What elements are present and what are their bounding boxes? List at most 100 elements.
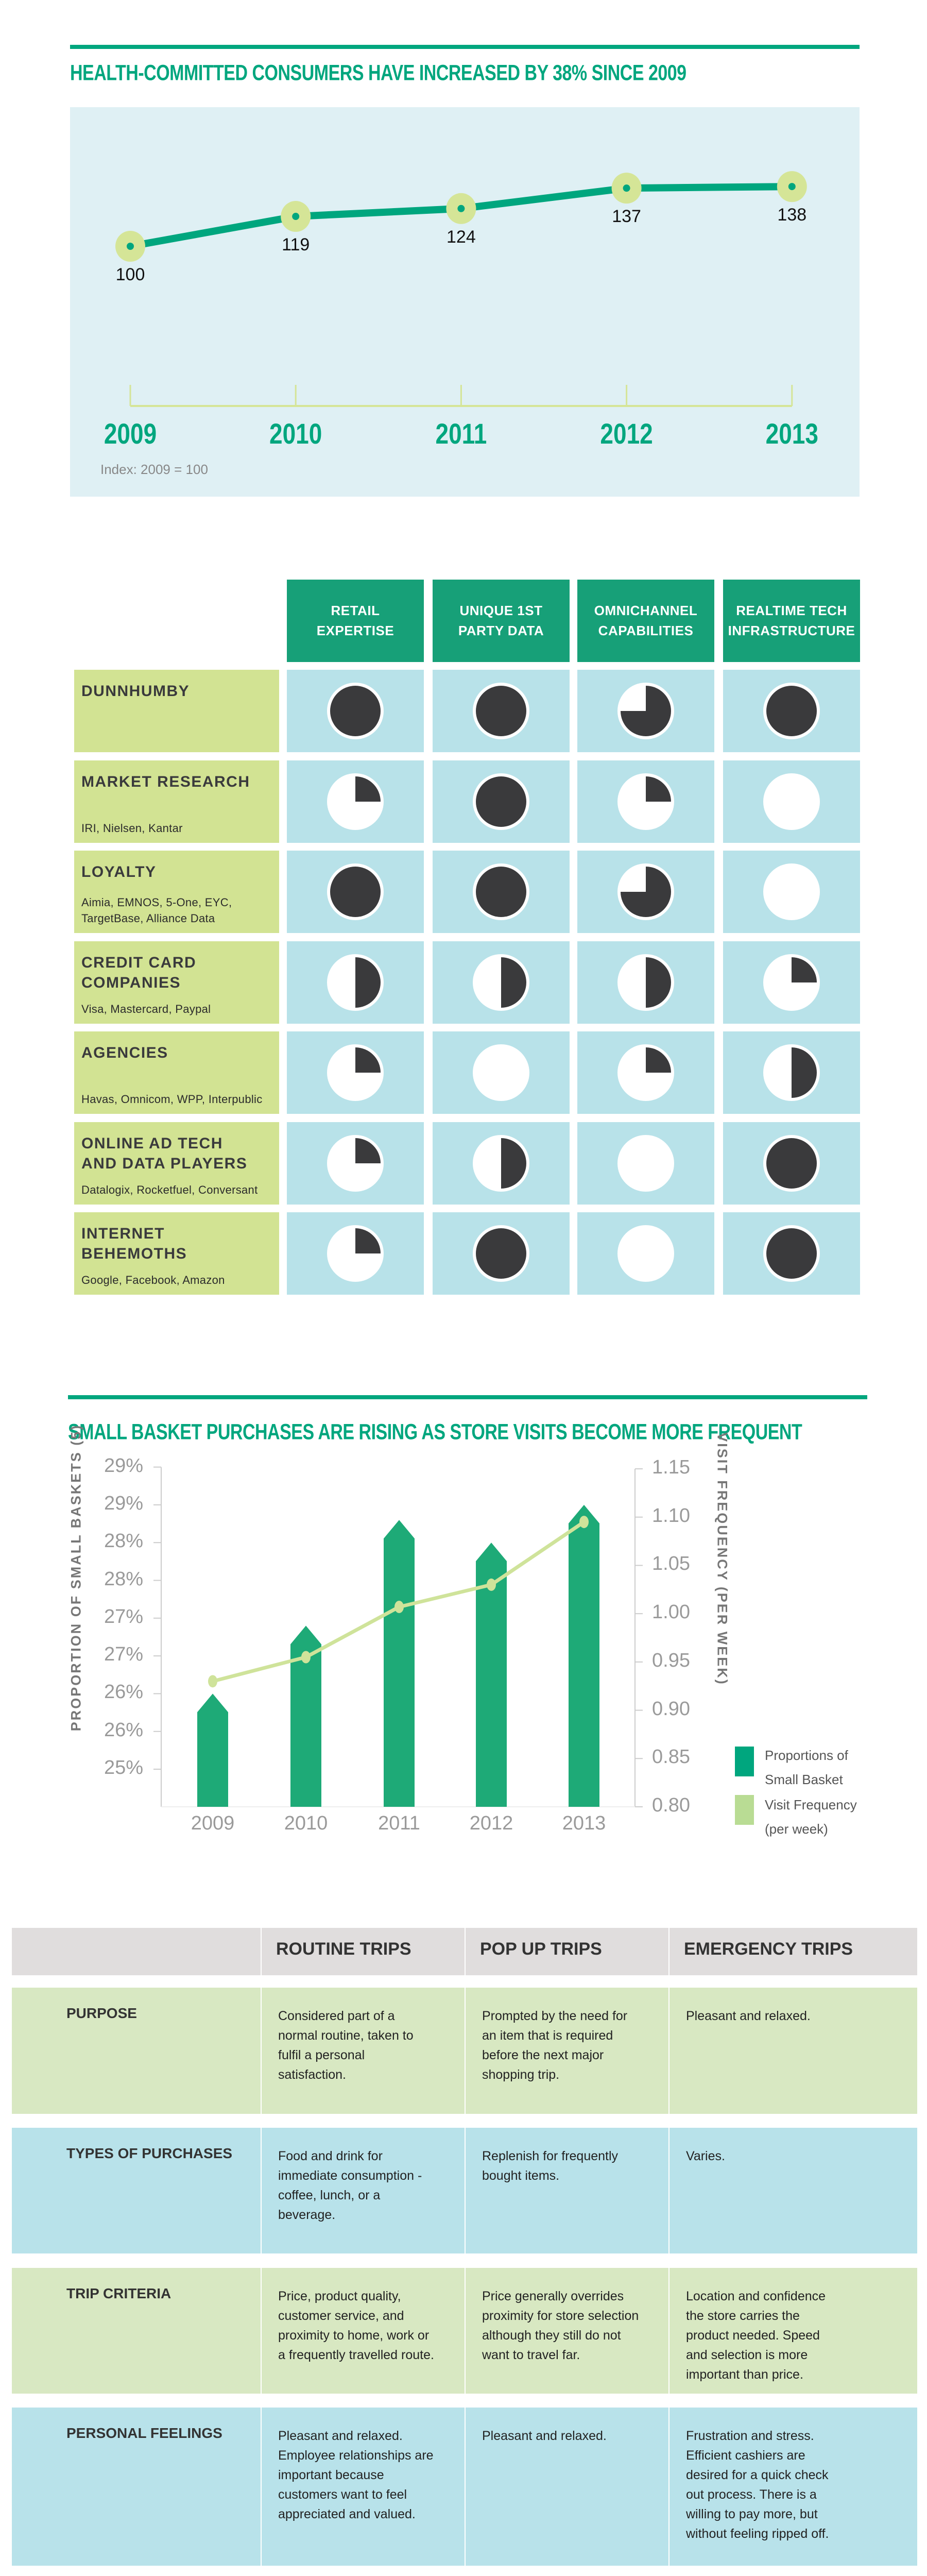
bar xyxy=(384,1520,415,1807)
score-cell xyxy=(433,670,570,752)
score-cell xyxy=(577,851,714,933)
harvey-ball-icon xyxy=(617,773,674,830)
cell-text: Pleasant and relaxed. xyxy=(482,2429,607,2443)
right-tick-label: 0.85 xyxy=(652,1746,690,1768)
cell-text: Location and confidence the store carrie… xyxy=(686,2289,826,2382)
score-cell xyxy=(723,1212,860,1295)
chart2-left-axis-title: PROPORTION OF SMALL BASKETS (5) xyxy=(68,1423,84,1732)
data-point-dot xyxy=(623,184,630,192)
harvey-ball-icon xyxy=(327,1225,384,1282)
table-cell: Varies. xyxy=(668,2128,917,2253)
chart1-panel xyxy=(70,107,860,497)
bar xyxy=(569,1504,599,1807)
score-cell xyxy=(723,941,860,1024)
line-point xyxy=(301,1651,311,1664)
table-header-blank xyxy=(12,1928,261,1975)
row-label: PERSONAL FEELINGS xyxy=(12,2408,261,2566)
score-cell xyxy=(577,1122,714,1205)
row-label-cell: LOYALTY Aimia, EMNOS, 5-One, EYC, TargetB… xyxy=(74,851,279,933)
score-cell xyxy=(433,851,570,933)
harvey-ball-icon xyxy=(327,1044,384,1101)
score-cell xyxy=(287,670,424,752)
harvey-ball-fill xyxy=(766,1228,817,1279)
row-label: TYPES OF PURCHASES xyxy=(12,2128,261,2253)
harvey-ball-fill xyxy=(355,1047,381,1073)
harvey-ball-icon xyxy=(473,773,529,830)
row-label: PURPOSE xyxy=(12,1988,261,2114)
score-cell xyxy=(577,1212,714,1295)
legend-swatch-bars xyxy=(735,1747,754,1776)
data-point-dot xyxy=(127,243,134,250)
harvey-ball-fill xyxy=(766,1138,817,1189)
harvey-ball-icon xyxy=(763,1134,820,1192)
chart1-plot xyxy=(115,171,807,407)
row-name: CREDIT CARD COMPANIES xyxy=(81,954,197,991)
column-header: ROUTINE TRIPS xyxy=(261,1928,465,1975)
table-cell: Pleasant and relaxed. xyxy=(465,2408,668,2566)
harvey-ball-icon xyxy=(763,773,820,830)
harvey-ball-fill xyxy=(646,1047,671,1073)
harvey-ball-icon xyxy=(473,863,529,920)
cell-text: Varies. xyxy=(686,2149,725,2163)
harvey-ball-fill xyxy=(621,686,671,736)
right-tick-label: 0.80 xyxy=(652,1794,690,1816)
x-tick-label: 2011 xyxy=(435,417,487,450)
line-point xyxy=(208,1675,217,1688)
line-point xyxy=(579,1516,589,1529)
row-label-cell: DUNNHUMBY xyxy=(74,670,279,752)
cell-text: Frustration and stress. Efficient cashie… xyxy=(686,2429,829,2541)
cell-text: Price, product quality, customer service… xyxy=(278,2289,434,2362)
right-tick-label: 0.95 xyxy=(652,1649,690,1671)
column-header: POP UP TRIPS xyxy=(465,1928,668,1975)
row-examples: Aimia, EMNOS, 5-One, EYC, TargetBase, Al… xyxy=(81,896,232,925)
score-cell xyxy=(577,941,714,1024)
chart2-title: SMALL BASKET PURCHASES ARE RISING AS STO… xyxy=(68,1420,802,1445)
right-tick-label: 1.05 xyxy=(652,1553,690,1575)
row-name: ONLINE AD TECH AND DATA PLAYERS xyxy=(81,1134,248,1172)
legend-label: Proportions of xyxy=(765,1748,848,1763)
data-point-dot xyxy=(457,205,465,212)
harvey-ball-icon xyxy=(763,954,820,1011)
score-cell xyxy=(433,1031,570,1114)
score-cell xyxy=(723,760,860,843)
score-cell xyxy=(723,851,860,933)
score-cell xyxy=(577,1031,714,1114)
column-header: RETAIL EXPERTISE xyxy=(287,580,424,662)
score-cell xyxy=(287,1031,424,1114)
legend-text: Proportions of Small Basket xyxy=(765,1743,848,1792)
harvey-ball-icon xyxy=(617,1134,674,1192)
x-tick-label: 2012 xyxy=(600,417,653,450)
data-point-dot xyxy=(788,183,796,191)
x-tick-label: 2010 xyxy=(284,1812,328,1834)
x-tick-label: 2011 xyxy=(378,1812,420,1834)
row-examples: Datalogix, Rocketfuel, Conversant xyxy=(81,1183,258,1196)
left-tick-label: 28% xyxy=(104,1530,143,1552)
left-tick-label: 27% xyxy=(104,1605,143,1628)
row-name: MARKET RESEARCH xyxy=(81,773,250,790)
harvey-ball-ring xyxy=(617,1134,674,1192)
section-divider xyxy=(68,1395,867,1399)
bar xyxy=(476,1543,507,1807)
left-tick-label: 28% xyxy=(104,1568,143,1590)
harvey-ball-fill xyxy=(476,686,526,736)
harvey-ball-fill xyxy=(766,686,817,736)
score-cell xyxy=(723,670,860,752)
harvey-ball-ring xyxy=(763,773,820,830)
score-cell xyxy=(723,1031,860,1114)
row-examples: Havas, Omnicom, WPP, Interpublic xyxy=(81,1093,263,1106)
legend-swatch-line xyxy=(735,1795,754,1825)
harvey-ball-icon xyxy=(617,954,674,1011)
score-cell xyxy=(433,1122,570,1205)
row-examples: Google, Facebook, Amazon xyxy=(81,1274,225,1287)
harvey-ball-fill xyxy=(792,957,817,982)
score-cell xyxy=(287,760,424,843)
harvey-ball-fill xyxy=(501,1138,526,1189)
harvey-ball-icon xyxy=(473,1134,529,1192)
table-cell: Replenish for frequently bought items. xyxy=(465,2128,668,2253)
table-cell: Frustration and stress. Efficient cashie… xyxy=(668,2408,917,2566)
row-name: DUNNHUMBY xyxy=(81,683,190,700)
harvey-ball-fill xyxy=(355,957,381,1008)
harvey-ball-icon xyxy=(763,1225,820,1282)
left-tick-label: 25% xyxy=(104,1757,143,1778)
harvey-ball-icon xyxy=(617,863,674,920)
